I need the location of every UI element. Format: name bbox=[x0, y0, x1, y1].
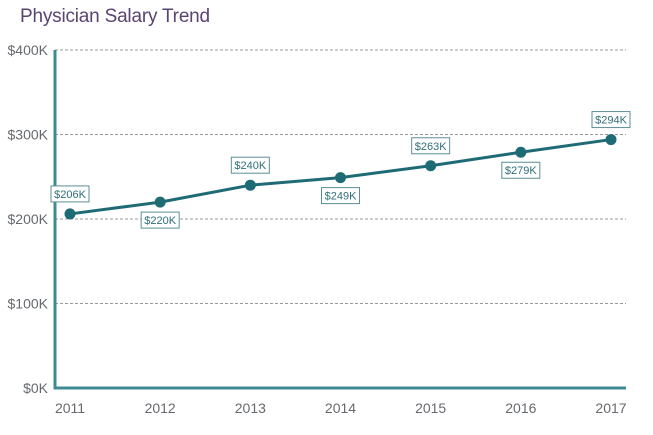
data-label-box bbox=[230, 156, 270, 174]
data-label-box bbox=[501, 161, 541, 179]
data-label: $206K bbox=[50, 185, 90, 203]
y-tick-label: $300K bbox=[8, 127, 49, 143]
data-label-text: $220K bbox=[144, 215, 176, 227]
x-tick-label: 2013 bbox=[235, 400, 266, 416]
data-label-text: $294K bbox=[595, 115, 627, 127]
x-tick-label: 2012 bbox=[145, 400, 176, 416]
data-label-text: $206K bbox=[54, 189, 86, 201]
y-axis-ticks: $0K $100K $200K $300K $400K bbox=[8, 42, 49, 396]
data-point bbox=[64, 208, 76, 220]
data-point bbox=[515, 146, 527, 158]
x-tick-label: 2011 bbox=[55, 400, 85, 416]
data-point bbox=[335, 172, 346, 184]
data-label-box bbox=[321, 187, 360, 205]
data-labels: $206K $220K $240K $249K $263K $279K $294K bbox=[50, 111, 631, 229]
x-tick-label: 2015 bbox=[415, 400, 446, 416]
data-label: $240K bbox=[230, 156, 270, 174]
data-point bbox=[425, 160, 437, 172]
data-label-box bbox=[591, 111, 631, 129]
data-label-box bbox=[140, 211, 180, 229]
axes bbox=[53, 50, 626, 390]
data-label: $263K bbox=[411, 137, 451, 155]
x-tick-label: 2017 bbox=[595, 400, 626, 416]
chart-title: Physician Salary Trend bbox=[20, 6, 210, 27]
data-label: $220K bbox=[140, 211, 180, 229]
data-label-text: $279K bbox=[505, 165, 537, 177]
data-label: $294K bbox=[591, 111, 631, 129]
y-tick-label: $400K bbox=[8, 42, 49, 58]
y-tick-label: $0K bbox=[23, 380, 49, 396]
data-label: $279K bbox=[501, 161, 541, 179]
data-label-text: $240K bbox=[234, 160, 266, 172]
data-label: $249K bbox=[321, 187, 360, 205]
x-tick-label: 2016 bbox=[505, 400, 536, 416]
gridlines bbox=[55, 49, 626, 304]
data-label-box bbox=[50, 185, 90, 203]
x-axis-ticks: 2011 2012 2013 2014 2015 2016 2017 bbox=[55, 400, 627, 416]
data-label-text: $263K bbox=[415, 141, 447, 153]
y-tick-label: $100K bbox=[8, 296, 49, 312]
data-point bbox=[244, 179, 256, 191]
y-tick-label: $200K bbox=[8, 211, 49, 227]
data-label-text: $249K bbox=[325, 191, 357, 203]
data-label-box bbox=[411, 137, 451, 155]
data-point bbox=[154, 196, 166, 208]
data-point bbox=[605, 134, 617, 146]
x-tick-label: 2014 bbox=[325, 400, 356, 416]
series bbox=[64, 134, 617, 220]
